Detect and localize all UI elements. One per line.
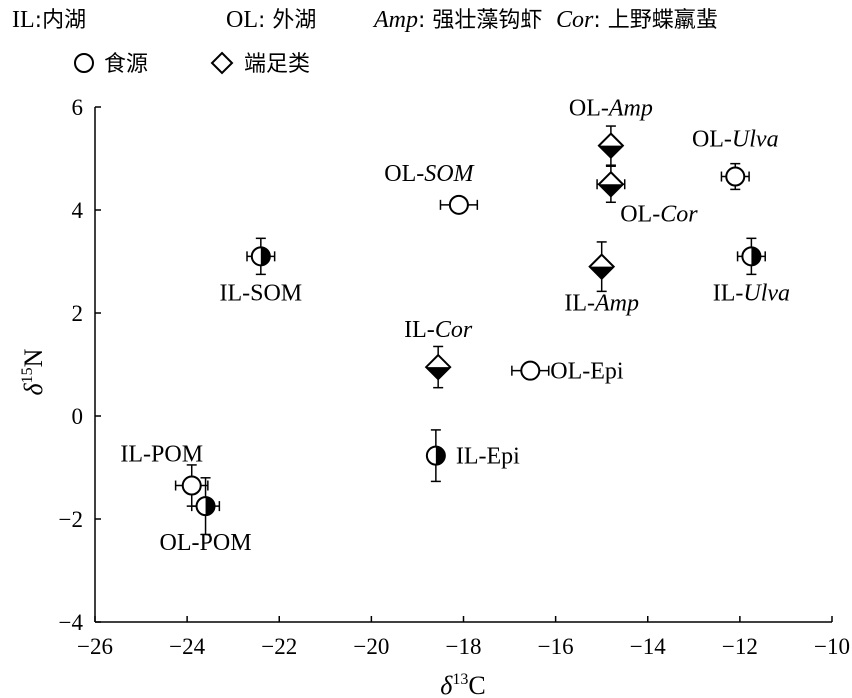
x-tick-label: −20	[353, 634, 389, 659]
point-il-ulva	[736, 237, 766, 276]
data-points	[174, 125, 766, 536]
point-label-ol-pom: OL-POM	[160, 530, 252, 556]
x-tick-label: −10	[814, 634, 850, 659]
x-tick-label: −22	[261, 634, 297, 659]
y-tick-label: 6	[72, 95, 84, 120]
x-tick-label: −12	[722, 634, 758, 659]
point-label-il-pom: IL-POM	[120, 442, 203, 468]
circle-marker-half-fill	[751, 247, 761, 266]
y-tick-label: 2	[72, 301, 84, 326]
legend-key-ol: OL: 外湖	[226, 7, 316, 33]
circle-marker-half-fill	[260, 247, 270, 266]
legend-circle-marker	[74, 53, 94, 73]
circle-marker	[181, 475, 202, 496]
diamond-marker-half-fill	[598, 184, 623, 197]
point-label-il-ulva: IL-Ulva	[713, 280, 790, 306]
x-tick-label: −14	[630, 634, 666, 659]
point-label-ol-som: OL-SOM	[384, 161, 475, 187]
diamond-marker-half-fill	[589, 266, 614, 279]
point-ol-pom	[190, 477, 221, 536]
point-il-cor	[424, 345, 452, 389]
x-tick-label: −26	[77, 634, 113, 659]
y-tick-label: 0	[72, 404, 84, 429]
point-label-ol-epi: OL-Epi	[550, 359, 624, 385]
plot-axes: −26 −24 −22 −20 −18 −16 −14 −12 −10−4−20246δ13Cδ…	[19, 95, 850, 698]
x-tick-label: −18	[446, 634, 482, 659]
point-label-il-cor: IL-Cor	[404, 317, 473, 343]
circle-marker-half-fill	[435, 446, 445, 465]
point-ol-cor	[596, 165, 626, 204]
circle-marker	[448, 194, 469, 215]
x-axis-title: δ13C	[440, 671, 485, 698]
legend-key-amp: Amp: 强壮藻钩虾	[372, 7, 542, 33]
legend-key-cor: Cor: 上野蝶羸蜚	[556, 7, 718, 33]
point-ol-ulva	[720, 162, 750, 191]
point-ol-amp	[597, 125, 625, 166]
y-axis-title: δ15N	[19, 348, 48, 395]
diamond-marker-half-fill	[598, 145, 623, 158]
circle-marker	[725, 166, 746, 187]
point-label-il-epi: IL-Epi	[456, 444, 520, 470]
point-il-epi	[425, 429, 446, 483]
point-label-ol-amp: OL-Amp	[569, 96, 653, 122]
point-labels: IL-POM OL-POM IL-SOM OL-SOM IL-Epi OL-Epi IL-C…	[120, 96, 790, 557]
y-tick-label: −4	[59, 610, 84, 635]
point-ol-epi	[511, 360, 550, 381]
point-ol-som	[439, 194, 479, 215]
circle-marker-half-fill	[205, 497, 215, 516]
point-label-il-som: IL-SOM	[219, 280, 302, 306]
point-label-ol-ulva: OL-Ulva	[692, 127, 779, 153]
legend-diamond-marker	[210, 51, 234, 75]
point-il-som	[246, 237, 276, 276]
circle-marker	[520, 360, 541, 381]
x-tick-label: −24	[169, 634, 205, 659]
legend-label-amphipods: 端足类	[244, 52, 310, 77]
legend-key-il: IL:内湖	[12, 7, 86, 33]
point-label-il-amp: IL-Amp	[564, 291, 639, 317]
y-tick-label: −2	[59, 507, 83, 532]
diamond-marker-half-fill	[426, 367, 451, 380]
x-tick-label: −16	[538, 634, 574, 659]
y-tick-label: 4	[72, 198, 84, 223]
legend-label-food-source: 食源	[104, 52, 148, 77]
point-label-ol-cor: OL-Cor	[620, 201, 698, 227]
point-il-amp	[588, 241, 616, 293]
